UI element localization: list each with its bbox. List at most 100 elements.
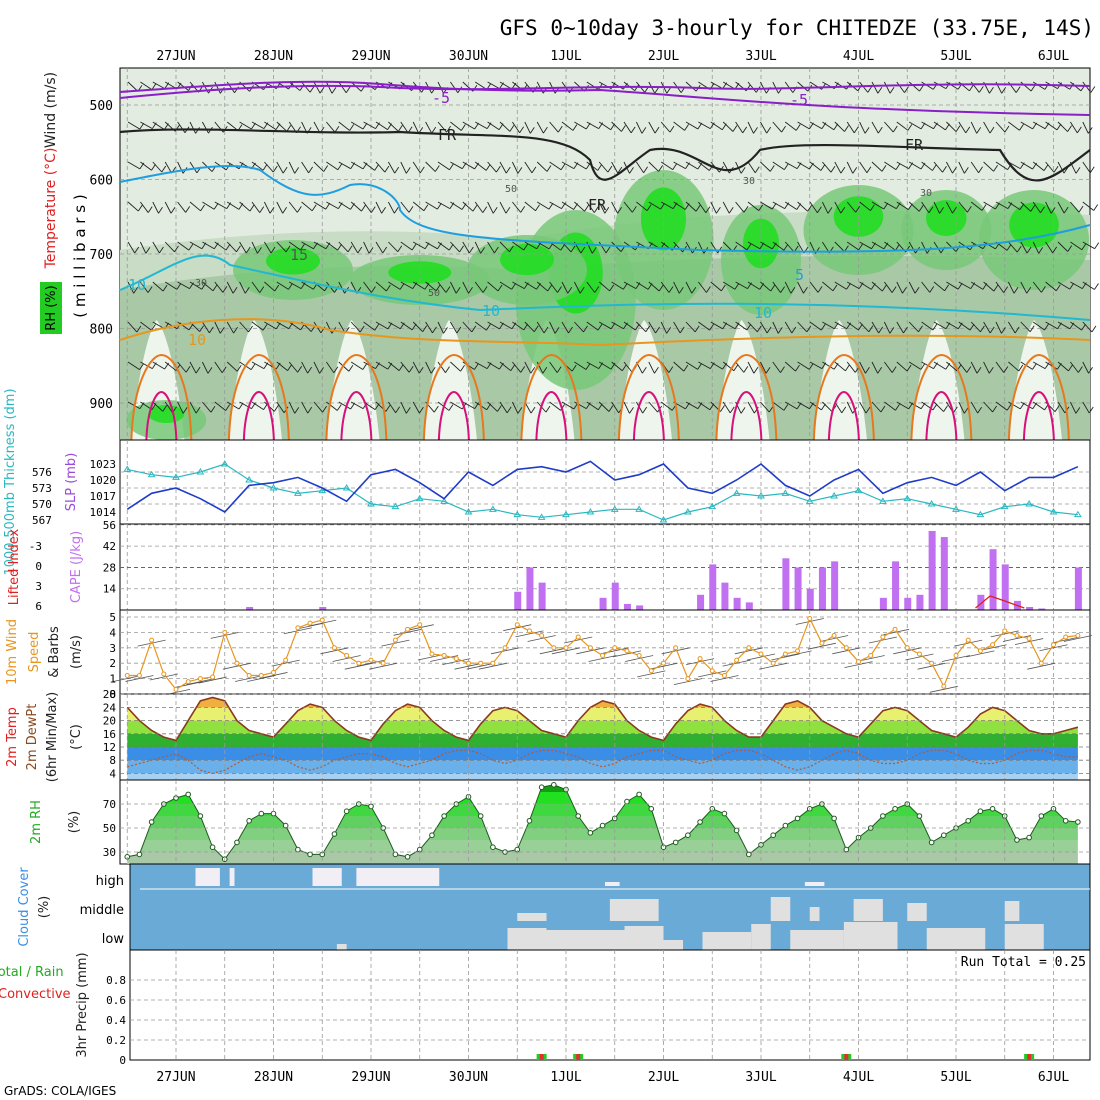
wind-barb: [846, 161, 854, 174]
wind10m-barb: [564, 636, 593, 644]
temp2m-tick: 12: [103, 741, 116, 754]
wind-barb: [859, 121, 866, 134]
wind-barb-flag: [423, 204, 429, 211]
wind-barb-flag: [1016, 245, 1022, 253]
wind-barb-flag: [480, 247, 486, 254]
wind10m-point: [1002, 628, 1008, 634]
wind-barb: [747, 121, 754, 134]
temp-band: [127, 760, 1078, 774]
wind-barb: [450, 161, 463, 170]
wind-barb: [474, 241, 482, 254]
wind-barb-flag: [472, 204, 478, 212]
wind-barb: [884, 241, 896, 251]
temp2m-tick: 28: [103, 688, 116, 701]
wind-barb-flag: [654, 367, 659, 374]
wind-barb-flag: [697, 363, 703, 370]
wind-barb-flag: [743, 366, 749, 373]
wind-barb: [846, 281, 860, 289]
wind10m-point: [746, 645, 752, 651]
wind-barb: [239, 201, 251, 212]
wind-barb: [784, 321, 793, 334]
contour-label: 50: [505, 184, 517, 195]
cloud-block-high: [229, 868, 235, 886]
wind-barb-flag: [520, 366, 526, 373]
wind-barb-flag: [212, 284, 218, 292]
wind10m-point: [648, 668, 654, 674]
wind-barb: [338, 361, 350, 372]
wind-barb: [1082, 201, 1094, 211]
wind-barb-flag: [684, 124, 689, 131]
rh-dry-wedge: [326, 320, 380, 440]
wind-barb-flag: [570, 245, 576, 253]
cape-bar: [818, 567, 826, 610]
thickness-point: [220, 460, 229, 467]
wind-barb: [908, 161, 922, 170]
wind-barb: [1070, 321, 1082, 331]
wind-barb: [487, 281, 499, 292]
slp-thickness-panel: 576 573 570 567 1023 1020 1017 1014 1000-500mb …: [3, 388, 1091, 576]
wind-barb: [239, 121, 252, 130]
wind-barb: [301, 161, 309, 174]
wind-barb: [450, 321, 458, 334]
wind-barb: [995, 201, 1009, 210]
wind-barb: [524, 241, 537, 250]
wind-barb: [846, 361, 856, 373]
thickness-point: [537, 513, 546, 520]
wind-barb: [239, 321, 249, 333]
wind-barb: [350, 161, 364, 170]
wind-barb: [561, 281, 569, 294]
precip-total-label: Total / Rain: [0, 965, 64, 980]
wind-barb-flag: [222, 286, 228, 293]
wind-barb: [598, 121, 611, 131]
wind-barb-flag: [891, 366, 897, 373]
wind-barb-flag: [370, 206, 376, 213]
wind-barb: [363, 241, 370, 254]
wind-barb-flag: [151, 83, 157, 90]
rh2m-point: [234, 839, 240, 846]
wind-barb-flag: [199, 325, 205, 332]
wind10m-point: [478, 660, 484, 666]
wind10m-tick: 3: [109, 642, 116, 655]
wind-barb: [710, 81, 723, 90]
wind-barb-flag: [630, 126, 636, 134]
pressure-tick: 600: [90, 174, 113, 189]
wind-barb: [1082, 281, 1095, 290]
wind-barb: [1008, 161, 1021, 170]
cape-bar: [538, 582, 546, 610]
wind-barb: [574, 321, 584, 333]
contour-label: 15: [290, 246, 308, 264]
wind-barb-flag: [840, 166, 846, 174]
wind-barb-flag: [557, 286, 562, 293]
cape-bar: [721, 582, 729, 610]
wind-barb-flag: [1076, 126, 1082, 134]
wind10m-point: [673, 645, 679, 651]
wind-barb-flag: [147, 206, 153, 213]
wind-barb-flag: [437, 202, 442, 210]
wind10m-barb: [661, 647, 690, 655]
wind-barb: [127, 321, 138, 333]
wind-barb: [685, 161, 699, 170]
wind-barb-flag: [395, 406, 400, 414]
wind-barb: [660, 121, 671, 133]
wind-barb-flag: [405, 407, 411, 414]
wind-barb: [226, 321, 234, 334]
wind-barb: [784, 201, 798, 210]
wind10m-barb: [332, 655, 361, 662]
wind-barb-flag: [669, 125, 675, 133]
wind-barb: [189, 161, 198, 174]
wind-barb-flag: [485, 323, 491, 331]
cloud-block-middle: [517, 913, 547, 921]
wind-barb: [871, 361, 879, 374]
wind-barb: [673, 201, 686, 210]
wind-barb: [140, 361, 153, 370]
wind-barb-flag: [679, 326, 685, 334]
wind-barb: [760, 201, 773, 210]
wind-barb-flag: [474, 363, 479, 370]
wind-barb-flag: [978, 166, 983, 173]
wind10m-barb: [929, 685, 958, 693]
rh2m-point: [526, 818, 533, 824]
wind-barb: [140, 201, 149, 213]
wind-barb: [586, 321, 599, 331]
wind-barb-flag: [643, 166, 648, 174]
wind-barb: [859, 161, 868, 174]
